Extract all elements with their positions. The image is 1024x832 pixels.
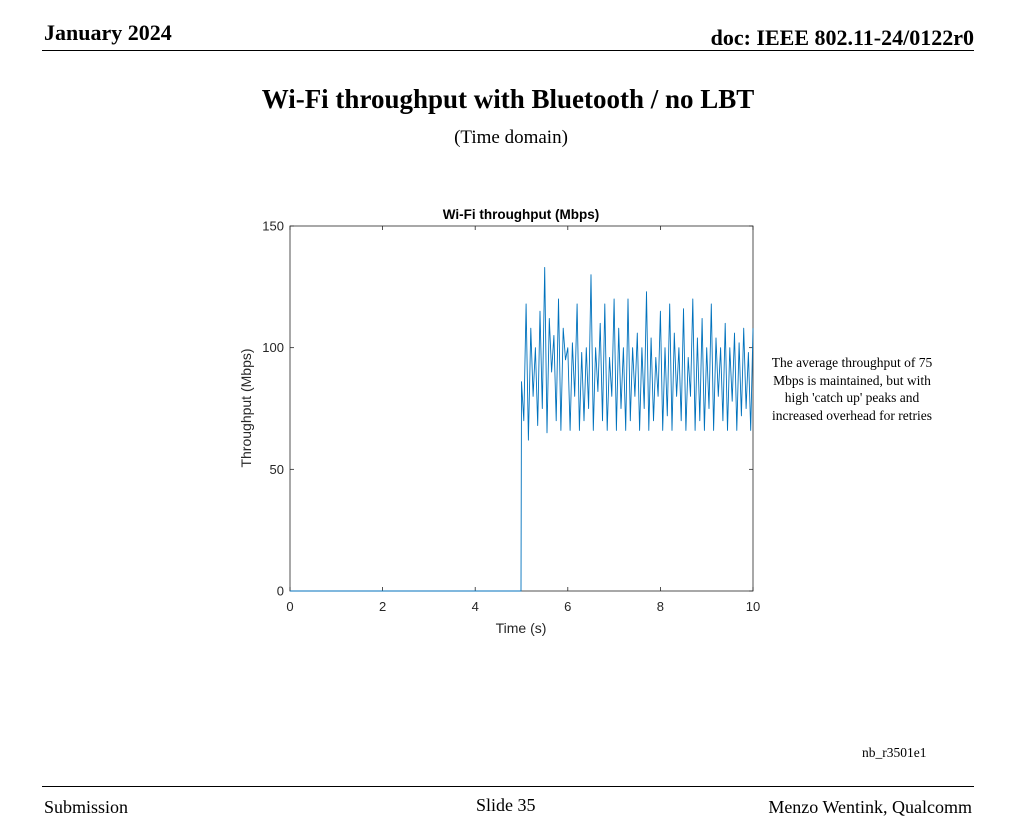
chart-title: Wi-Fi throughput (Mbps) xyxy=(443,207,600,222)
y-axis-label: Throughput (Mbps) xyxy=(238,348,254,467)
x-tick-label: 0 xyxy=(286,599,293,614)
plot-area-box xyxy=(289,225,754,592)
y-tick-label: 100 xyxy=(262,340,284,355)
x-axis-label: Time (s) xyxy=(496,620,547,636)
footer-submission: Submission xyxy=(44,797,129,817)
throughput-series-line xyxy=(290,266,754,592)
x-tick-label: 4 xyxy=(472,599,479,614)
header-doc-id: doc: IEEE 802.11-24/0122r0 xyxy=(710,25,974,50)
slide-number: Slide 35 xyxy=(476,795,536,815)
footer-author: Menzo Wentink, Qualcomm xyxy=(768,797,972,817)
y-tick-label: 0 xyxy=(277,584,284,599)
footer-rule xyxy=(42,786,974,787)
slide-title: Wi-Fi throughput with Bluetooth / no LBT xyxy=(261,84,755,114)
y-tick-label: 150 xyxy=(262,219,284,234)
y-tick-label: 50 xyxy=(270,462,284,477)
slide-subtitle: (Time domain) xyxy=(454,127,568,148)
chart-annotation: The average throughput of 75 Mbps is mai… xyxy=(771,355,933,423)
header-date: January 2024 xyxy=(44,20,172,45)
slide-doc-id: nb_r3501e1 xyxy=(862,745,927,760)
x-tick-label: 2 xyxy=(379,599,386,614)
x-tick-label: 10 xyxy=(746,599,760,614)
x-tick-label: 6 xyxy=(564,599,571,614)
header-rule xyxy=(42,50,974,51)
x-tick-label: 8 xyxy=(657,599,664,614)
